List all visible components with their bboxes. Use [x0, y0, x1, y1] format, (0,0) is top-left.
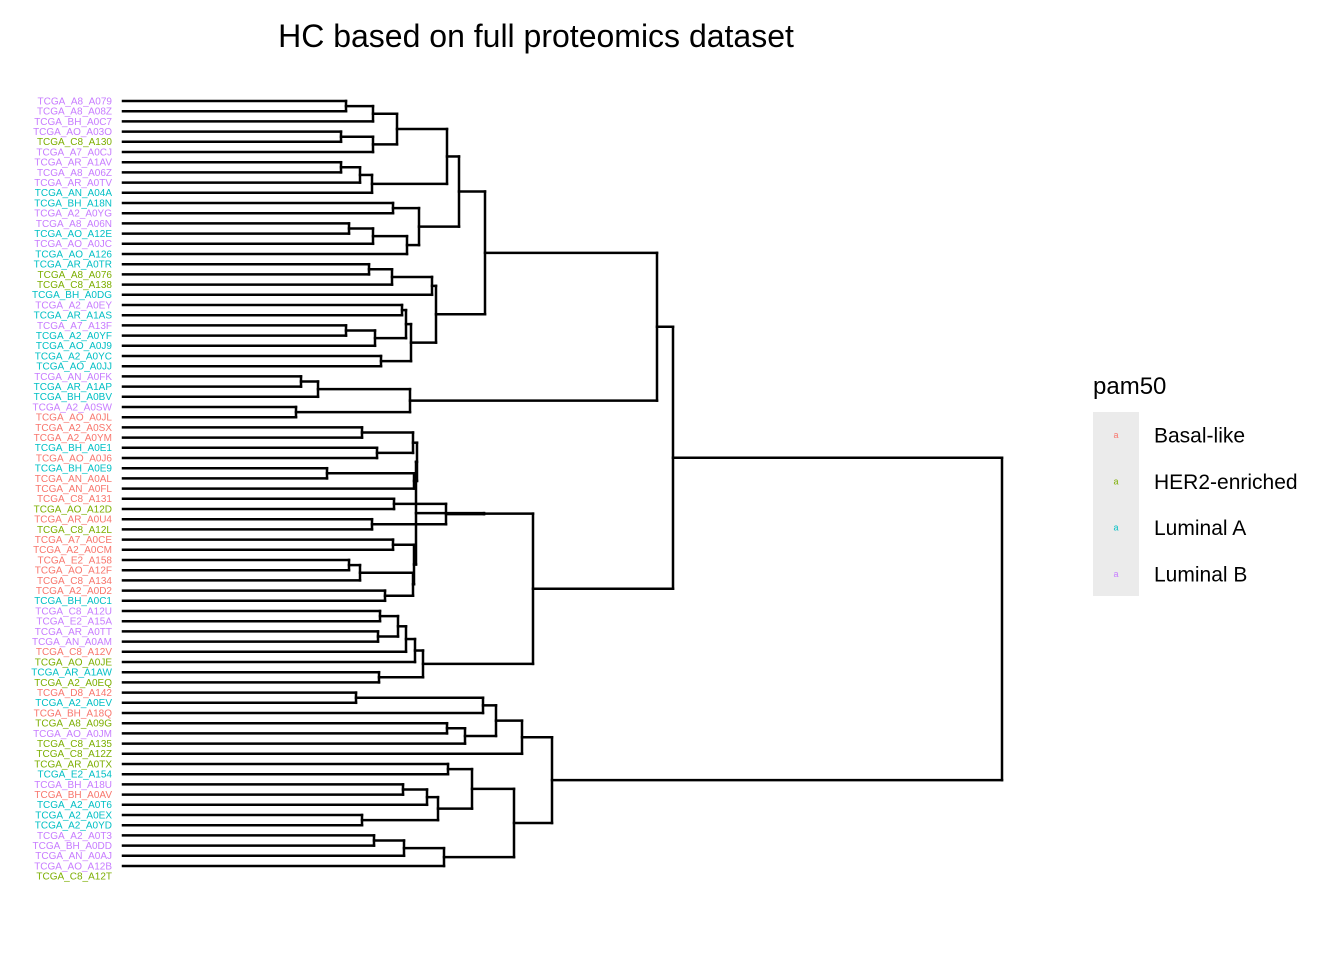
leaf-label: TCGA_BH_A0E9	[35, 464, 113, 475]
leaf-label: TCGA_BH_A0C1	[34, 596, 112, 607]
leaf-label: TCGA_BH_A18U	[34, 780, 112, 791]
leaf-label: TCGA_AO_A0J9	[36, 341, 113, 352]
leaf-label: TCGA_C8_A12T	[36, 872, 112, 883]
leaf-label: TCGA_A7_A13F	[37, 321, 112, 332]
leaf-label: TCGA_AO_A03O	[33, 127, 112, 138]
leaf-label: TCGA_E2_A154	[38, 770, 113, 781]
chart-title: HC based on full proteomics dataset	[278, 18, 794, 54]
leaf-label: TCGA_AN_A0FK	[34, 372, 112, 383]
leaf-label: TCGA_A8_A076	[38, 270, 113, 281]
legend-key-glyph: a	[1113, 430, 1118, 440]
leaf-label: TCGA_AO_A126	[35, 249, 112, 260]
leaf-label: TCGA_AO_A12F	[35, 566, 112, 577]
leaf-label: TCGA_C8_A131	[37, 494, 112, 505]
leaf-label: TCGA_A2_A0EX	[35, 810, 112, 821]
leaf-label: TCGA_AR_A0TX	[34, 759, 112, 770]
leaf-label: TCGA_A8_A06N	[36, 219, 112, 230]
leaf-label: TCGA_A8_A06Z	[37, 168, 112, 179]
leaf-label: TCGA_A2_A0EY	[35, 300, 112, 311]
leaf-label: TCGA_A7_A0CJ	[36, 147, 112, 158]
leaf-label: TCGA_AN_A0AJ	[35, 851, 112, 862]
leaf-label: TCGA_A2_A0SX	[35, 423, 112, 434]
leaf-label: TCGA_BH_A0DD	[33, 841, 112, 852]
leaf-label: TCGA_AO_A0JC	[34, 239, 112, 250]
leaf-label: TCGA_D8_A142	[37, 688, 112, 699]
leaf-label: TCGA_C8_A12U	[35, 606, 112, 617]
leaf-label: TCGA_A2_A0CM	[33, 545, 112, 556]
leaf-label: TCGA_A2_A0T3	[37, 831, 112, 842]
legend-label: Basal-like	[1154, 425, 1245, 448]
leaf-label: TCGA_C8_A12L	[37, 525, 112, 536]
dendrogram-branches	[121, 99, 1004, 868]
leaf-label: TCGA_AO_A0JE	[35, 657, 113, 668]
leaf-label: TCGA_A2_A0EQ	[34, 678, 112, 689]
leaf-label: TCGA_A2_A0YC	[35, 351, 112, 362]
leaf-label: TCGA_A2_A0YM	[34, 433, 112, 444]
leaf-label: TCGA_A2_A0EV	[35, 698, 112, 709]
legend-entries: a Basal-like a HER2-enriched a Luminal A a Lumi…	[1093, 412, 1298, 596]
leaf-label: TCGA_A8_A08Z	[37, 107, 112, 118]
leaf-label: TCGA_AR_A1AS	[34, 311, 113, 322]
leaf-label: TCGA_E2_A15A	[36, 617, 112, 628]
leaf-label: TCGA_AN_A0AM	[32, 637, 112, 648]
legend-key-glyph: a	[1113, 523, 1118, 533]
legend-label: HER2-enriched	[1154, 471, 1298, 494]
leaf-label: TCGA_BH_A18N	[34, 198, 112, 209]
leaf-label: TCGA_BH_A0DG	[32, 290, 112, 301]
leaf-label: TCGA_AO_A0JL	[36, 413, 113, 424]
leaf-label: TCGA_A8_A079	[38, 96, 113, 107]
leaf-label: TCGA_A2_A0T6	[37, 800, 112, 811]
leaf-label: TCGA_C8_A12Z	[36, 749, 112, 760]
leaf-label: TCGA_C8_A135	[37, 739, 112, 750]
leaf-label: TCGA_AR_A1AV	[34, 158, 112, 169]
leaf-label: TCGA_A2_A0SW	[33, 402, 113, 413]
leaf-label: TCGA_BH_A0E1	[35, 443, 113, 454]
leaf-label: TCGA_AR_A1AP	[34, 382, 113, 393]
legend-key-glyph: a	[1113, 569, 1118, 579]
legend-key-glyph: a	[1113, 476, 1118, 486]
leaf-label: TCGA_C8_A134	[37, 576, 112, 587]
legend-label: Luminal B	[1154, 563, 1247, 586]
leaf-labels: TCGA_A8_A079TCGA_A8_A08ZTCGA_BH_A0C7TCGA…	[31, 96, 112, 882]
leaf-label: TCGA_A8_A09G	[35, 719, 112, 730]
leaf-label: TCGA_AO_A0J6	[36, 453, 113, 464]
leaf-label: TCGA_AR_A0TR	[34, 260, 112, 271]
leaf-label: TCGA_AR_A0TV	[34, 178, 112, 189]
leaf-label: TCGA_A2_A0YD	[35, 821, 112, 832]
legend: pam50 a Basal-like a HER2-enriched a Luminal …	[1093, 373, 1298, 596]
leaf-label: TCGA_A2_A0YG	[34, 209, 112, 220]
leaf-label: TCGA_BH_A0C7	[34, 117, 112, 128]
leaf-label: TCGA_A2_A0YF	[36, 331, 112, 342]
leaf-label: TCGA_A2_A0D2	[36, 586, 113, 597]
leaf-label: TCGA_BH_A0AV	[34, 790, 112, 801]
leaf-label: TCGA_C8_A130	[37, 137, 112, 148]
leaf-label: TCGA_BH_A0BV	[34, 392, 113, 403]
leaf-label: TCGA_E2_A158	[38, 555, 113, 566]
leaf-label: TCGA_AN_A04A	[35, 188, 113, 199]
leaf-label: TCGA_AR_A0TT	[35, 627, 112, 638]
leaf-label: TCGA_AN_A0AL	[35, 474, 113, 485]
leaf-label: TCGA_AN_A0FL	[35, 484, 112, 495]
leaf-label: TCGA_AO_A12B	[34, 861, 112, 872]
legend-key-background	[1093, 412, 1139, 596]
leaf-label: TCGA_C8_A138	[37, 280, 112, 291]
leaf-label: TCGA_A7_A0CE	[35, 535, 113, 546]
leaf-label: TCGA_AO_A12E	[34, 229, 112, 240]
leaf-label: TCGA_AO_A12D	[34, 504, 112, 515]
leaf-label: TCGA_AO_A0JM	[33, 729, 112, 740]
leaf-label: TCGA_C8_A12V	[36, 647, 112, 658]
leaf-label: TCGA_AR_A0U4	[34, 515, 112, 526]
leaf-label: TCGA_BH_A18Q	[34, 708, 113, 719]
leaf-label: TCGA_AR_A1AW	[31, 668, 112, 679]
leaf-label: TCGA_AO_A0JJ	[36, 362, 112, 373]
legend-label: Luminal A	[1154, 517, 1246, 540]
legend-title: pam50	[1093, 373, 1166, 400]
